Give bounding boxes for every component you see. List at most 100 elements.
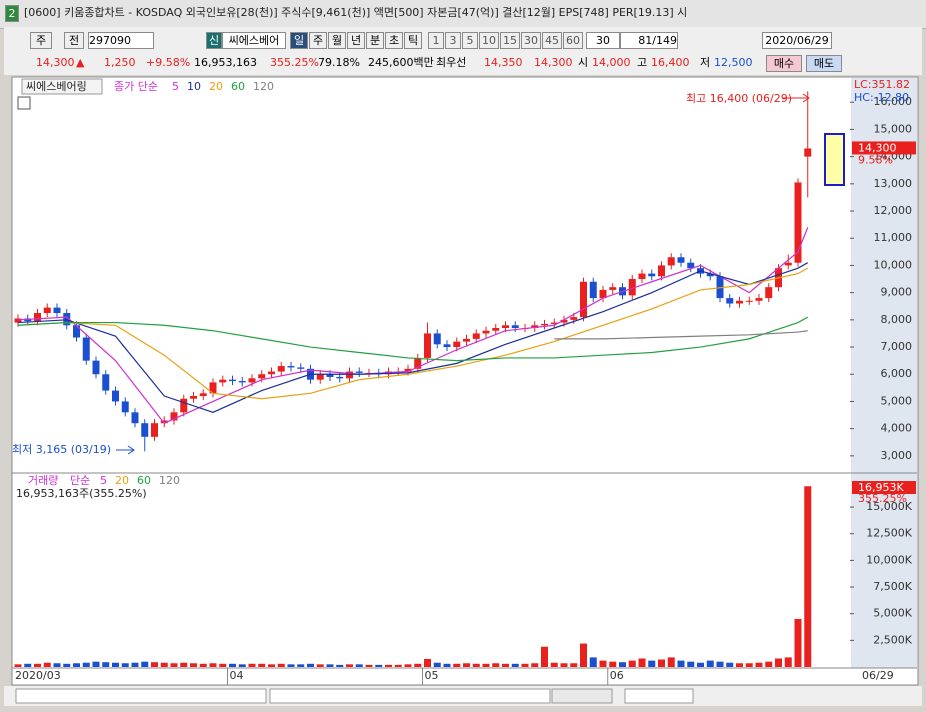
interval-button[interactable]: 10 [479,32,499,49]
legend-entry: 10 [187,80,201,93]
period-button[interactable]: 일 [290,32,308,49]
volume-bar [238,664,246,667]
candle-body [531,325,539,328]
volume-bar [121,663,129,667]
candle-body [336,376,344,379]
legend-label: 종가 단순 [114,80,158,93]
candle-body [229,379,236,382]
candle-body [706,273,714,277]
candle-body [53,307,61,314]
forecast-box [824,133,845,186]
volume-bar [628,660,636,667]
candle-body [121,401,129,413]
scrollbar-track[interactable] [269,688,551,704]
period-button[interactable]: 초 [385,32,403,49]
candle-body [238,381,246,383]
volume-bar [804,486,812,667]
quote-high: 16,400 [651,56,690,69]
count-input[interactable]: 81/149 [620,32,678,49]
volume-bar [160,662,168,667]
candle-body [346,371,353,379]
interval-select[interactable]: 30 [586,32,620,49]
interval-button[interactable]: 60 [563,32,583,49]
volume-bar [268,664,275,667]
candle-body [180,398,188,413]
chart-title: 거래량 [28,474,58,487]
interval-button[interactable]: 5 [462,32,478,49]
period-button[interactable]: 월 [328,32,346,49]
volume-bar [648,660,656,667]
volume-bar [784,657,792,667]
candle-body [414,357,422,369]
candle-body [112,390,119,402]
market-select[interactable]: 주 [30,32,52,49]
period-button[interactable]: 틱 [404,32,422,49]
y-tick-label: 9,000 [881,286,913,299]
volume-bar [433,662,441,667]
stock-name[interactable]: 씨에스베어 [222,32,286,49]
volume-bar [131,662,139,667]
candle-body [726,298,734,304]
interval-button[interactable]: 15 [500,32,520,49]
volume-bar [287,664,295,667]
range-track[interactable] [15,688,267,704]
volume-bar [511,663,519,667]
candle-body [443,344,451,348]
y-tick-label: 10,000K [866,553,912,566]
quote-bid: 14,300 [534,56,573,69]
quote-open-label: 시 [578,56,589,69]
candle-body [736,300,743,304]
scroll-controls[interactable] [551,688,613,704]
volume-bar [677,660,685,667]
volume-bar [550,662,558,667]
candle-body [102,374,110,391]
candle-body [804,148,812,157]
lc-label: LC:351.82 [854,78,910,91]
y-tick-label: 12,000 [874,204,913,217]
volume-bar [82,662,90,667]
x-end-label: 06/29 [862,669,894,682]
quote-arrow: ▲ [76,56,85,69]
candle-body [502,325,509,328]
volume-bar [745,663,753,667]
y-tick-label: 13,000 [874,177,913,190]
y-tick-label: 6,000 [881,367,913,380]
period-button[interactable]: 주 [309,32,327,49]
badge[interactable]: 신 [206,32,222,49]
candle-body [258,374,266,379]
legend-entry: 5 [172,80,179,93]
volume-bar [667,657,675,667]
quote-low: 12,500 [714,56,753,69]
volume-bar [63,663,71,667]
volume-bar [53,663,61,667]
buy-button[interactable]: 매수 [766,55,802,72]
moving-average [554,330,808,340]
interval-button[interactable]: 30 [521,32,541,49]
volume-bar [73,663,80,667]
volume-bar [453,663,461,667]
code-input[interactable]: 297090 [88,32,154,49]
candle-body [677,257,685,263]
volume-bar [385,664,392,667]
period-button[interactable]: 년 [347,32,365,49]
zoom-track[interactable] [624,688,694,704]
date-input[interactable]: 2020/06/29 [762,32,832,49]
candle-body [14,318,22,323]
interval-button[interactable]: 45 [542,32,562,49]
mode-button[interactable]: 전 [64,32,84,49]
candle-body [34,313,41,322]
candle-body [599,289,607,299]
interval-button[interactable]: 1 [428,32,444,49]
volume-bar [34,663,41,667]
y-tick-label: 8,000 [881,313,913,326]
volume-bar [14,664,22,667]
candle-body [82,337,90,361]
period-button[interactable]: 분 [366,32,384,49]
legend-entry: 60 [137,474,151,487]
sell-button[interactable]: 매도 [806,55,842,72]
volume-bar [765,661,773,667]
candle-body [784,262,792,266]
y-tick-label: 7,500K [873,580,912,593]
candle-body [151,423,158,437]
interval-button[interactable]: 3 [445,32,461,49]
